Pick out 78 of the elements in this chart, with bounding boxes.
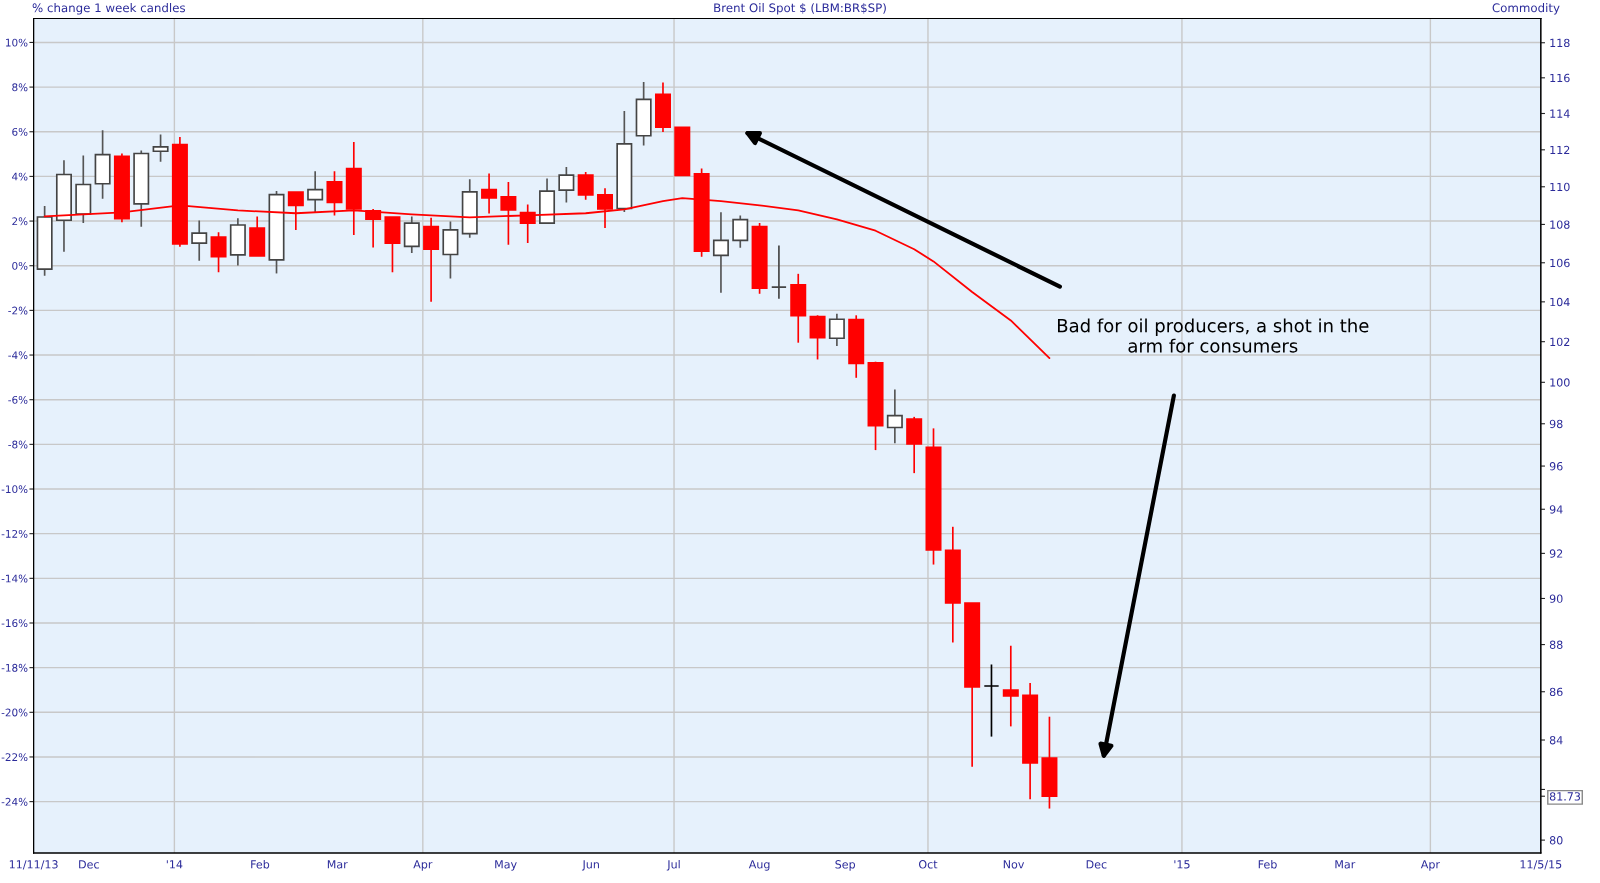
candlestick — [886, 388, 903, 445]
y-tick-label: -8% — [8, 440, 28, 449]
y2-tick-label: 104 — [1550, 297, 1570, 307]
x-tick-label: Feb — [251, 859, 270, 869]
y-tick-label: -18% — [1, 663, 28, 672]
x-tick-label: Mar — [327, 860, 348, 869]
annotation: Bad for oil producers, a shot in the arm for consumers — [1057, 318, 1369, 353]
x-tick-label: Mar — [1335, 860, 1356, 869]
x-tick-label: Feb — [1258, 859, 1277, 869]
x-tick-label: Jun — [581, 860, 599, 871]
x-tick-label: Apr — [1420, 860, 1440, 871]
x-tick-label: Dec — [79, 860, 99, 869]
chart-title: Brent Oil Spot $ (LBM:BR$SP) — [714, 3, 886, 15]
y-tick-label: 8% — [12, 83, 28, 92]
y2-tick-label: 94 — [1549, 505, 1563, 514]
y2-tick-label: 88 — [1549, 640, 1563, 649]
candlestick — [983, 663, 1000, 738]
y2-tick-label: 84 — [1549, 735, 1563, 745]
x-tick-label: Nov — [1003, 860, 1025, 869]
y-tick-label: -16% — [1, 619, 28, 628]
y-tick-label: -2% — [8, 306, 28, 315]
x-tick-label: 11/5/15 — [1520, 860, 1562, 870]
y-tick-label: -6% — [8, 395, 28, 404]
candlestick — [1002, 644, 1019, 728]
y-tick-label: -24% — [1, 797, 28, 806]
y2-tick-label: 100 — [1550, 378, 1570, 387]
y2-tick-label: 114 — [1550, 109, 1570, 118]
x-tick-label: Dec — [1086, 860, 1107, 869]
y-tick-label: 10% — [6, 38, 28, 47]
y2-tick-label: 86 — [1549, 687, 1563, 697]
candlestick — [307, 170, 324, 213]
candlestick — [809, 314, 826, 361]
candlestick — [577, 171, 594, 201]
x-tick-label: Aug — [748, 860, 770, 871]
candlestick — [403, 215, 420, 254]
candlestick — [558, 166, 575, 204]
candlestick — [828, 312, 845, 347]
x-tick-label: '15 — [1174, 860, 1190, 869]
y-tick-label: 0% — [12, 261, 28, 270]
candlestick — [712, 211, 729, 294]
y2-tick-label: 98 — [1549, 419, 1563, 429]
y-tick-label: -22% — [1, 753, 28, 762]
candlestick — [210, 231, 227, 274]
y2-tick-label: 116 — [1550, 73, 1570, 83]
candlestick — [191, 219, 208, 262]
x-tick-label: Apr — [413, 860, 433, 871]
candlestick — [481, 172, 498, 215]
text: % change 1 week candles — [32, 3, 186, 15]
candlestick — [770, 244, 787, 300]
y2-tick-label: 90 — [1549, 594, 1563, 603]
x-tick-label: 11/11/13 — [9, 860, 58, 870]
y2-tick-label: 110 — [1550, 182, 1570, 192]
x-tick-label: May — [495, 860, 517, 871]
y2-tick-label: 112 — [1550, 145, 1570, 155]
y2-tick-label: 102 — [1550, 337, 1570, 347]
y-tick-label: -14% — [1, 574, 28, 583]
x-tick-label: '14 — [166, 860, 183, 869]
candlestick — [152, 133, 169, 163]
y2-tick-label: 118 — [1550, 38, 1570, 48]
x-tick-label: Sep — [835, 860, 856, 871]
y-tick-label: 2% — [12, 217, 28, 226]
y-tick-label: -10% — [1, 485, 28, 494]
candlestick — [732, 214, 749, 249]
y2-tick-label: 92 — [1549, 549, 1563, 558]
y2-tick-label: 81.73 — [1549, 792, 1581, 801]
y2-tick-label: 108 — [1550, 220, 1570, 229]
text: Commodity — [1492, 3, 1560, 15]
y-tick-label: -12% — [1, 529, 28, 538]
y-tick-label: -20% — [1, 708, 28, 717]
x-tick-label: Jul — [666, 859, 680, 871]
y-tick-label: 4% — [12, 172, 28, 181]
y2-tick-label: 96 — [1549, 462, 1563, 471]
x-tick-label: Oct — [919, 860, 938, 869]
candlestick — [423, 216, 440, 303]
y2-tick-label: 106 — [1550, 258, 1570, 268]
y-tick-label: -4% — [8, 351, 28, 360]
y-tick-label: 6% — [12, 127, 28, 136]
y2-tick-label: 80 — [1549, 836, 1563, 845]
